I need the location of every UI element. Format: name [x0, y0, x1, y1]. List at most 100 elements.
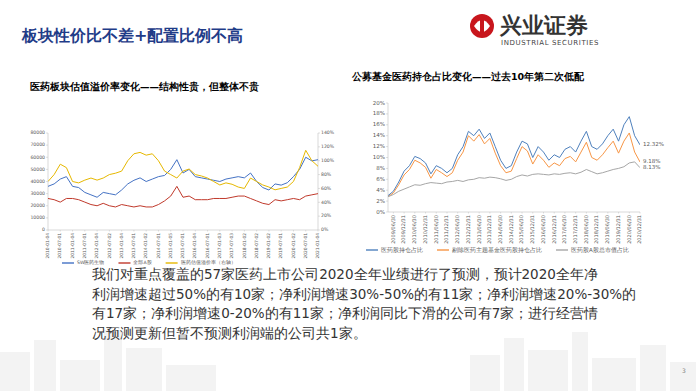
y-tick-label: 4% — [376, 187, 385, 193]
legend-label: 医药估值溢价率（右轴） — [181, 259, 236, 265]
x-tick — [457, 212, 458, 214]
skyline-block — [0, 352, 30, 391]
x-tick — [586, 212, 587, 214]
skyline-block — [60, 360, 100, 391]
x-tick — [121, 230, 122, 232]
logo-mark-bar — [480, 19, 484, 33]
y-tick — [386, 201, 388, 202]
skyline-block — [592, 358, 636, 391]
y2-tick-label: 100% — [321, 158, 335, 163]
x-tick — [305, 230, 306, 232]
x-tick-label: 2020/12/31 — [636, 215, 642, 244]
y-tick — [46, 193, 48, 194]
y-tick-label: 70000 — [30, 142, 45, 147]
x-tick-label: 2012-07-02 — [107, 233, 112, 259]
skyline-block — [528, 350, 568, 391]
y-tick — [386, 135, 388, 136]
x-tick — [640, 212, 641, 214]
y-tick-label: 6% — [376, 176, 385, 182]
x-tick-label: 2010-07-01 — [57, 233, 62, 259]
y-tick — [46, 133, 48, 134]
chart: 医药板块估值溢价率变化——结构性贵，但整体不贵01000020000300004… — [30, 81, 335, 265]
x-tick-label: 2019/06/30 — [604, 215, 610, 244]
x-tick — [219, 230, 220, 232]
x-tick — [436, 212, 437, 214]
plot-area — [388, 117, 640, 197]
y-tick — [386, 124, 388, 125]
body-text: 我们对重点覆盖的57家医药上市公司2020全年业绩进行了预测，预计2020全年净 — [92, 266, 598, 282]
x-tick-label: 2016/06/30 — [540, 215, 546, 244]
y2-tick — [318, 174, 320, 175]
x-tick — [468, 212, 469, 214]
x-tick-label: 2010/12/31 — [422, 215, 428, 244]
x-tick — [318, 230, 319, 232]
skyline-block — [470, 355, 500, 391]
x-tick-label: 2014/12/31 — [508, 215, 514, 244]
x-tick — [446, 212, 447, 214]
x-tick — [629, 212, 630, 214]
y-tick-label: 20000 — [30, 203, 45, 208]
body-text: 利润增速超过50%的有10家；净利润增速30%-50%的有11家；净利润增速20… — [92, 286, 636, 302]
y2-tick — [318, 160, 320, 161]
x-tick — [244, 230, 245, 232]
y2-tick-label: 40% — [321, 200, 332, 205]
x-tick-label: 2010/06/30 — [411, 215, 417, 244]
body-text: 况预测更新但暂不预测利润端的公司共1家。 — [92, 325, 367, 341]
chart-title: 公募基金医药持仓占比变化——过去10年第二次低配 — [351, 71, 585, 82]
x-tick-label: 2017-07-03 — [229, 233, 234, 259]
legend-swatch — [118, 262, 130, 263]
x-tick — [597, 212, 598, 214]
legend-label: 剔除医药主题基金医药股持仓占比 — [452, 246, 542, 253]
y-tick-label: 80000 — [30, 130, 45, 135]
y-tick — [46, 169, 48, 170]
legend-label: 医药股持仓占比 — [381, 247, 423, 253]
skyline-block — [504, 338, 524, 391]
x-tick-label: 2017-01-03 — [217, 233, 222, 259]
y2-tick-label: 0% — [321, 227, 329, 232]
chart-title: 医药板块估值溢价率变化——结构性贵，但整体不贵 — [30, 81, 259, 92]
legend-label: SW医药生物 — [77, 259, 104, 265]
x-tick-label: 2011-07-01 — [82, 233, 87, 259]
legend-swatch — [366, 249, 378, 250]
x-tick — [393, 212, 394, 214]
y-tick-label: 0 — [42, 227, 45, 232]
x-tick — [48, 230, 49, 232]
x-tick — [268, 230, 269, 232]
x-tick — [425, 212, 426, 214]
x-tick-label: 2021-01-04 — [315, 233, 320, 259]
x-tick — [404, 212, 405, 214]
x-tick — [109, 230, 110, 232]
x-tick — [564, 212, 565, 214]
logo-name: 兴业证券 — [499, 13, 588, 38]
x-tick-label: 2015-07-01 — [180, 233, 185, 259]
x-tick-label: 2019-01-02 — [266, 233, 271, 259]
y-tick-label: 12% — [373, 143, 385, 149]
y-tick — [386, 190, 388, 191]
logo-english: INDUSTRIAL SECURITIES — [501, 39, 599, 47]
x-tick — [84, 230, 85, 232]
x-tick — [72, 230, 73, 232]
y-tick-label: 18% — [373, 110, 385, 116]
x-tick — [532, 212, 533, 214]
x-tick — [158, 230, 159, 232]
x-tick-label: 2010-01-04 — [45, 233, 50, 259]
x-tick-label: 2014-01-02 — [143, 233, 148, 259]
logo-mark-inner — [474, 20, 490, 32]
x-tick-label: 2018/06/30 — [583, 215, 589, 244]
x-tick-label: 2012-01-04 — [94, 233, 99, 259]
y-tick — [386, 103, 388, 104]
y-tick-label: 50000 — [30, 167, 45, 172]
x-tick — [489, 212, 490, 214]
y2-tick-label: 60% — [321, 186, 332, 191]
chart: 公募基金医药持仓占比变化——过去10年第二次低配0%2%4%6%8%10%12%… — [351, 71, 664, 253]
x-tick-label: 2017/12/31 — [572, 215, 578, 244]
x-tick-label: 2014/06/30 — [497, 215, 503, 244]
x-tick — [183, 230, 184, 232]
x-axis — [48, 230, 318, 231]
y2-tick — [318, 188, 320, 189]
y-tick — [386, 113, 388, 114]
x-tick-label: 2009/12/31 — [400, 215, 406, 244]
x-tick — [195, 230, 196, 232]
series-line — [388, 133, 640, 197]
x-tick-label: 2019/12/31 — [615, 215, 621, 244]
